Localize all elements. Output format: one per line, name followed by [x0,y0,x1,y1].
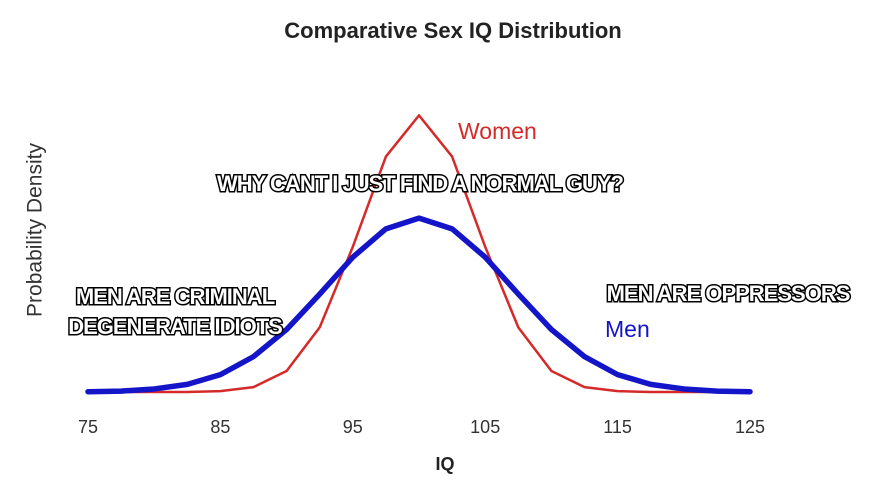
annotation: MEN ARE OPPRESSORS [607,281,850,306]
y-axis-label: Probability Density [24,143,47,317]
series-line [85,215,753,395]
series-label: Men [605,316,650,342]
chart-title: Comparative Sex IQ Distribution [284,18,621,43]
annotation: MEN ARE CRIMINAL [76,284,275,309]
series-label: Women [458,118,537,144]
annotation: WHY CANT I JUST FIND A NORMAL GUY? [217,171,624,196]
x-tick-label: 105 [470,417,500,437]
x-tick-label: 95 [343,417,363,437]
annotation: DEGENERATE IDIOTS [68,314,282,339]
x-axis-label: IQ [435,454,454,474]
series-line [86,114,752,394]
x-tick-label: 85 [210,417,230,437]
x-tick-label: 125 [735,417,765,437]
x-tick-label: 75 [78,417,98,437]
x-tick-label: 115 [603,417,632,437]
